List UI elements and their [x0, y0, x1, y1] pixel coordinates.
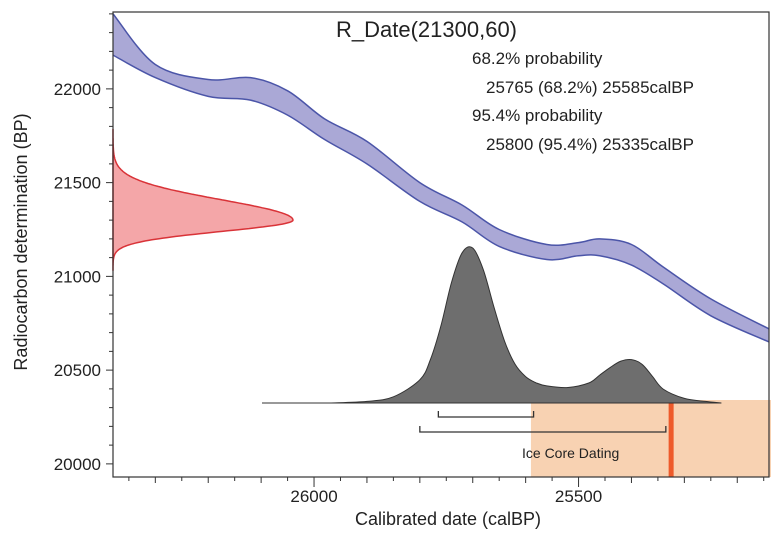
y-tick-label: 20000	[54, 455, 101, 474]
y-tick-label: 21000	[54, 267, 101, 286]
y-tick-label: 22000	[54, 80, 101, 99]
plot-frame	[112, 11, 770, 478]
range-bracket-68-2pct	[437, 411, 535, 418]
calibration-curve-band	[113, 13, 769, 343]
x-tick-label: 26000	[290, 487, 337, 506]
calibration-curve-lower	[112, 54, 770, 343]
y-axis-title: Radiocarbon determination (BP)	[11, 113, 31, 370]
calibration-curve-upper	[112, 13, 770, 330]
ice-core-band	[530, 400, 771, 477]
summary-line-4: 25800 (95.4%) 25335calBP	[486, 135, 694, 154]
chart-title: R_Date(21300,60)	[336, 17, 517, 42]
x-axis-title: Calibrated date (calBP)	[355, 509, 541, 529]
y-tick-label: 20500	[54, 361, 101, 380]
summary-line-3: 95.4% probability	[472, 106, 603, 125]
calibrated-distribution	[329, 246, 722, 404]
y-tick-label: 21500	[54, 174, 101, 193]
summary-line-2: 25765 (68.2%) 25585calBP	[486, 78, 694, 97]
radiocarbon-date-distribution	[112, 129, 294, 271]
summary-line-1: 68.2% probability	[472, 49, 603, 68]
ice-core-dating-label: Ice Core Dating	[522, 445, 619, 461]
range-bracket-95-4pct	[419, 426, 667, 433]
x-tick-label: 25500	[555, 487, 602, 506]
